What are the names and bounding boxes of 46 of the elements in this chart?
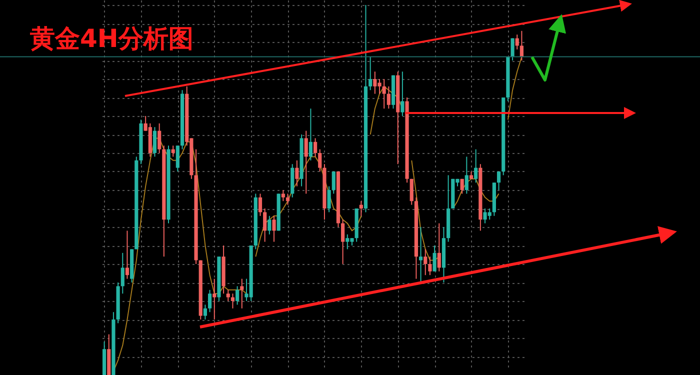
- candlestick: [212, 278, 216, 320]
- candlestick: [125, 230, 130, 280]
- candlestick: [368, 56, 372, 91]
- candlestick: [258, 193, 262, 216]
- candlestick: [327, 186, 331, 213]
- candlestick: [236, 286, 240, 306]
- candlestick: [171, 145, 175, 158]
- candlestick: [510, 38, 514, 61]
- candlestick: [386, 86, 390, 110]
- candlestick: [272, 215, 276, 242]
- candlestick: [240, 278, 244, 309]
- candlestick: [496, 171, 501, 190]
- candlestick: [437, 222, 441, 272]
- candlestick: [208, 289, 212, 313]
- candlestick: [281, 190, 285, 202]
- candlestick: [515, 34, 519, 50]
- candlestick: [520, 30, 524, 61]
- candlestick: [428, 256, 432, 276]
- candlestick: [460, 178, 464, 194]
- candlestick: [474, 148, 478, 184]
- candlestick: [308, 108, 313, 161]
- candlestick: [313, 138, 318, 158]
- candlestick: [318, 148, 322, 172]
- candlestick: [230, 293, 235, 309]
- candlestick: [382, 78, 386, 110]
- candlestick: [464, 156, 468, 194]
- candlestick: [359, 200, 363, 216]
- candlestick: [410, 178, 414, 206]
- candlestick: [176, 145, 180, 172]
- candlestick: [268, 215, 272, 235]
- candlestick: [226, 289, 230, 302]
- candlestick: [400, 71, 404, 116]
- candlestick: [424, 248, 428, 276]
- candlestick: [304, 130, 308, 194]
- candlestick: [332, 171, 336, 194]
- candlestick: [295, 160, 299, 187]
- candlestick: [158, 122, 162, 154]
- candlestick: [432, 245, 436, 272]
- candlestick: [418, 226, 423, 283]
- candlestick: [263, 208, 267, 242]
- candlestick: [152, 126, 157, 158]
- text: 黄金4H分析图: [29, 24, 194, 53]
- candlestick: [203, 304, 208, 320]
- candlestick: [286, 193, 290, 206]
- candlestick: [120, 252, 124, 294]
- candlestick: [341, 219, 345, 264]
